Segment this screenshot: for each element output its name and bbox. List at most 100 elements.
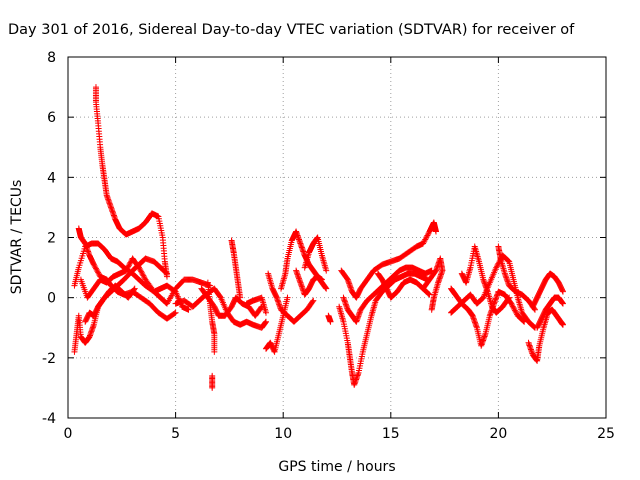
- x-tick-label: 20: [489, 426, 507, 442]
- series-track-l: [243, 294, 269, 316]
- data-point: [424, 232, 431, 239]
- data-point: [323, 285, 330, 292]
- data-point: [511, 307, 518, 314]
- data-point: [423, 233, 430, 240]
- data-point: [209, 384, 216, 391]
- data-point: [163, 273, 170, 280]
- data-point: [123, 267, 130, 274]
- data-point: [237, 294, 244, 301]
- series-track-i: [204, 279, 218, 355]
- data-point: [323, 267, 330, 274]
- series-track-k: [228, 237, 244, 301]
- plot-frame: [67, 56, 607, 419]
- data-point: [310, 297, 317, 304]
- series-track-r: [325, 312, 334, 325]
- data-point: [425, 290, 432, 297]
- data-point: [126, 260, 133, 267]
- data-point: [318, 276, 325, 283]
- x-tick-label: 5: [171, 426, 180, 442]
- series-track-v: [374, 270, 433, 301]
- x-tick-label: 15: [382, 426, 400, 442]
- series-track-n: [265, 270, 317, 325]
- data-point: [211, 348, 218, 355]
- data-point: [171, 310, 178, 317]
- data-point: [284, 294, 291, 301]
- data-point: [309, 298, 316, 305]
- data-point: [531, 306, 538, 313]
- data-point: [425, 290, 432, 297]
- data-point: [140, 272, 147, 279]
- data-point: [262, 318, 269, 325]
- data-point: [428, 306, 435, 313]
- series-track-q: [301, 234, 330, 274]
- data-point: [130, 286, 137, 293]
- data-point: [511, 306, 518, 313]
- data-point: [422, 236, 429, 243]
- data-point: [426, 291, 433, 298]
- data-point: [137, 267, 144, 274]
- data-point: [93, 266, 100, 273]
- data-point: [123, 266, 130, 273]
- y-tick-label: 2: [47, 231, 56, 247]
- data-point: [493, 264, 500, 271]
- y-tick-label: 0: [47, 291, 56, 307]
- data-point: [505, 295, 512, 302]
- data-point: [185, 306, 192, 313]
- series-track-d: [92, 84, 170, 280]
- series-track-x: [448, 252, 538, 331]
- data-point: [95, 269, 102, 276]
- data-point: [559, 321, 566, 328]
- x-tick-label: 10: [274, 426, 292, 442]
- grid-lines: [68, 57, 606, 418]
- data-point: [125, 262, 132, 269]
- data-point: [432, 228, 439, 235]
- data-point: [217, 293, 224, 300]
- data-point: [92, 264, 99, 271]
- series-track-t: [338, 219, 439, 301]
- y-tick-label: 6: [47, 110, 56, 126]
- series-track-ac: [529, 270, 566, 310]
- data-point: [90, 261, 97, 268]
- data-point: [559, 300, 566, 307]
- data-point: [420, 240, 427, 247]
- data-point: [559, 288, 566, 295]
- data-point: [125, 263, 132, 270]
- series-track-h: [198, 285, 265, 319]
- data-point: [520, 318, 527, 325]
- series-track-ab: [525, 306, 566, 364]
- data-point: [513, 310, 520, 317]
- series-track-z: [458, 243, 513, 316]
- data-point: [421, 237, 428, 244]
- data-point: [94, 268, 101, 275]
- data-point: [138, 269, 145, 276]
- data-point: [510, 304, 517, 311]
- data-point: [504, 257, 511, 264]
- data-points: [71, 84, 566, 391]
- series-track-p: [293, 267, 325, 298]
- data-point: [124, 264, 131, 271]
- y-tick-label: 4: [47, 170, 56, 186]
- x-axis-label: GPS time / hours: [278, 459, 395, 475]
- data-point: [127, 259, 134, 266]
- data-point: [138, 268, 145, 275]
- axis-ticks: 0 5 10 15 20 25 -4 -2 0 2 4 6 8: [42, 50, 615, 442]
- data-point: [136, 264, 143, 271]
- series-track-f: [82, 282, 138, 325]
- data-point: [506, 294, 513, 301]
- data-point: [136, 265, 143, 272]
- data-point: [509, 302, 516, 309]
- series-track-o: [278, 228, 330, 292]
- series-track-ad: [534, 294, 566, 331]
- y-axis-label: SDTVAR / TECUs: [9, 180, 25, 295]
- data-point: [95, 270, 102, 277]
- data-point: [91, 262, 98, 269]
- data-point: [519, 317, 526, 324]
- y-tick-label: -2: [42, 351, 56, 367]
- data-point: [131, 285, 138, 292]
- series-track-u: [340, 264, 435, 325]
- series-track-s: [336, 270, 431, 388]
- series-track-w: [420, 255, 446, 313]
- data-point: [262, 309, 269, 316]
- chart-title: Day 301 of 2016, Sidereal Day-to-day VTE…: [8, 22, 575, 38]
